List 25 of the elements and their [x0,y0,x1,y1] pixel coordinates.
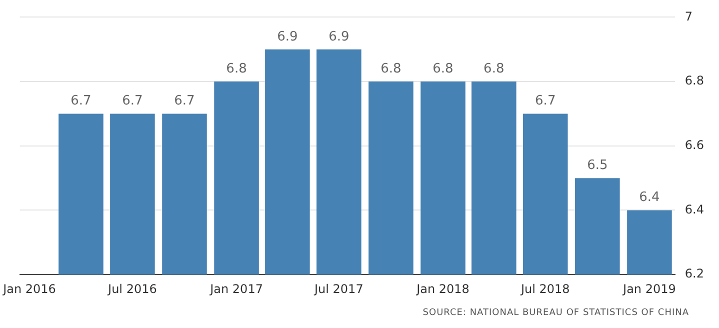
data-label: 6.8 [226,61,247,76]
data-label: 6.7 [70,94,92,109]
y-tick-label: 6.6 [684,138,704,152]
x-tick-label: Jul 2017 [313,282,364,296]
y-tick-label: 7 [684,9,693,24]
x-tick-label: Jan 2018 [416,282,470,296]
data-label: 6.9 [328,29,350,44]
data-label: 6.9 [277,29,298,44]
x-tick-label: Jan 2019 [622,282,676,296]
data-label: 6.7 [535,94,556,109]
data-label: 6.8 [380,61,402,76]
source-note: SOURCE: NATIONAL BUREAU OF STATISTICS OF CHINA [422,308,689,318]
y-tick-label: 6.4 [684,202,704,216]
x-tick-label: Jan 2017 [209,282,263,296]
data-label: 6.7 [122,94,143,109]
x-tick-label: Jul 2018 [520,282,570,296]
data-label: 6.4 [639,190,660,206]
data-label: 6.8 [484,61,504,76]
y-tick-label: 6.2 [684,266,704,281]
x-tick-label: Jul 2016 [107,282,157,296]
data-label: 6.5 [587,158,608,173]
data-label: 6.8 [432,61,454,76]
y-tick-label: 6.8 [684,74,704,88]
data-label: 6.7 [174,94,195,109]
x-tick-label: Jan 2016 [2,282,56,296]
